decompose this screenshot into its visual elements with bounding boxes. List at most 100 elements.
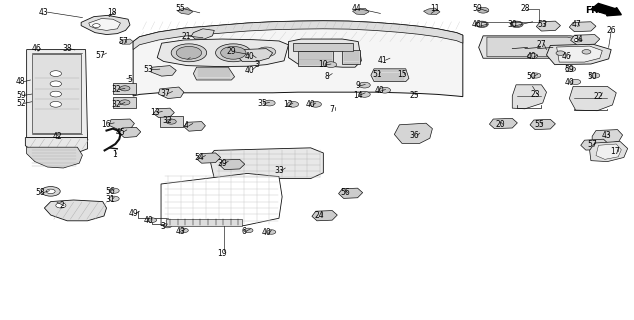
Text: 55: 55 <box>534 120 544 129</box>
Text: 32: 32 <box>112 85 122 94</box>
Text: 25: 25 <box>410 91 420 100</box>
Polygon shape <box>178 8 193 14</box>
Text: 38: 38 <box>62 44 72 53</box>
Text: 32: 32 <box>162 116 172 125</box>
Polygon shape <box>44 200 107 221</box>
Text: 27: 27 <box>536 40 547 49</box>
Circle shape <box>310 101 321 107</box>
Circle shape <box>179 228 188 233</box>
Circle shape <box>359 92 370 97</box>
Circle shape <box>56 203 66 208</box>
Circle shape <box>257 47 276 57</box>
FancyArrow shape <box>591 4 621 16</box>
Text: 2: 2 <box>59 201 64 210</box>
Circle shape <box>171 44 207 62</box>
Circle shape <box>571 79 581 84</box>
Text: 56: 56 <box>340 188 350 197</box>
Text: 57: 57 <box>95 51 105 60</box>
Circle shape <box>264 100 275 106</box>
Circle shape <box>556 51 565 55</box>
Circle shape <box>148 218 157 222</box>
Polygon shape <box>151 66 176 76</box>
Circle shape <box>476 21 488 28</box>
Text: 54: 54 <box>194 153 204 162</box>
Text: 3: 3 <box>254 60 259 68</box>
Polygon shape <box>27 147 82 168</box>
Circle shape <box>50 81 61 87</box>
Polygon shape <box>569 22 596 32</box>
Polygon shape <box>158 87 184 99</box>
Circle shape <box>582 50 591 54</box>
Circle shape <box>267 230 276 234</box>
Polygon shape <box>581 139 609 150</box>
Text: 59: 59 <box>16 91 26 100</box>
Polygon shape <box>237 49 273 61</box>
Text: 46: 46 <box>562 52 572 61</box>
Circle shape <box>41 187 60 196</box>
Circle shape <box>325 62 337 68</box>
Polygon shape <box>569 86 616 111</box>
Polygon shape <box>487 37 585 57</box>
Circle shape <box>359 82 370 88</box>
Text: 39: 39 <box>217 159 227 168</box>
Text: 15: 15 <box>397 70 407 79</box>
Polygon shape <box>590 141 628 162</box>
Text: 32: 32 <box>112 100 122 109</box>
Bar <box>342 50 360 64</box>
Text: 3: 3 <box>160 222 165 231</box>
Bar <box>298 51 333 66</box>
Text: 50: 50 <box>526 72 536 81</box>
Text: 58: 58 <box>36 188 46 197</box>
Text: 40: 40 <box>374 86 384 95</box>
Text: 5: 5 <box>127 75 132 84</box>
Text: 16: 16 <box>101 120 111 129</box>
Text: 14: 14 <box>353 91 363 100</box>
Polygon shape <box>161 173 282 226</box>
Text: 40: 40 <box>143 216 153 225</box>
Text: 37: 37 <box>160 89 170 98</box>
Polygon shape <box>197 153 221 163</box>
Circle shape <box>46 189 55 194</box>
Text: 45: 45 <box>115 128 126 137</box>
Text: 35: 35 <box>257 99 268 108</box>
Polygon shape <box>424 8 440 15</box>
Text: 12: 12 <box>283 100 292 109</box>
Polygon shape <box>547 44 611 65</box>
Text: 11: 11 <box>430 4 439 13</box>
Text: 40: 40 <box>306 100 316 109</box>
Circle shape <box>176 46 202 59</box>
Text: 7: 7 <box>330 105 335 114</box>
Polygon shape <box>512 85 547 109</box>
Circle shape <box>50 91 61 97</box>
Text: 57: 57 <box>587 140 597 149</box>
Text: 55: 55 <box>176 4 186 13</box>
Text: 19: 19 <box>217 249 227 258</box>
Text: 40: 40 <box>564 78 574 87</box>
Text: 36: 36 <box>410 131 420 140</box>
Text: 10: 10 <box>318 60 328 69</box>
Circle shape <box>109 196 119 201</box>
Polygon shape <box>133 21 463 97</box>
Text: 20: 20 <box>495 120 505 129</box>
Polygon shape <box>219 159 245 170</box>
Polygon shape <box>25 138 87 158</box>
Bar <box>166 219 242 226</box>
Text: 31: 31 <box>105 195 115 204</box>
Text: 59: 59 <box>472 4 482 13</box>
Circle shape <box>221 46 246 59</box>
Text: 40: 40 <box>245 66 255 75</box>
Text: 22: 22 <box>594 92 603 100</box>
Text: 9: 9 <box>355 81 360 90</box>
Text: 56: 56 <box>105 187 115 196</box>
Circle shape <box>287 101 299 107</box>
Polygon shape <box>596 144 621 159</box>
Circle shape <box>477 7 489 13</box>
Bar <box>293 43 353 51</box>
Polygon shape <box>339 188 363 198</box>
Text: 43: 43 <box>602 131 612 140</box>
Polygon shape <box>119 127 141 138</box>
Polygon shape <box>153 108 174 117</box>
Text: 4: 4 <box>184 121 189 130</box>
Polygon shape <box>209 148 323 179</box>
Text: 40: 40 <box>261 228 271 237</box>
